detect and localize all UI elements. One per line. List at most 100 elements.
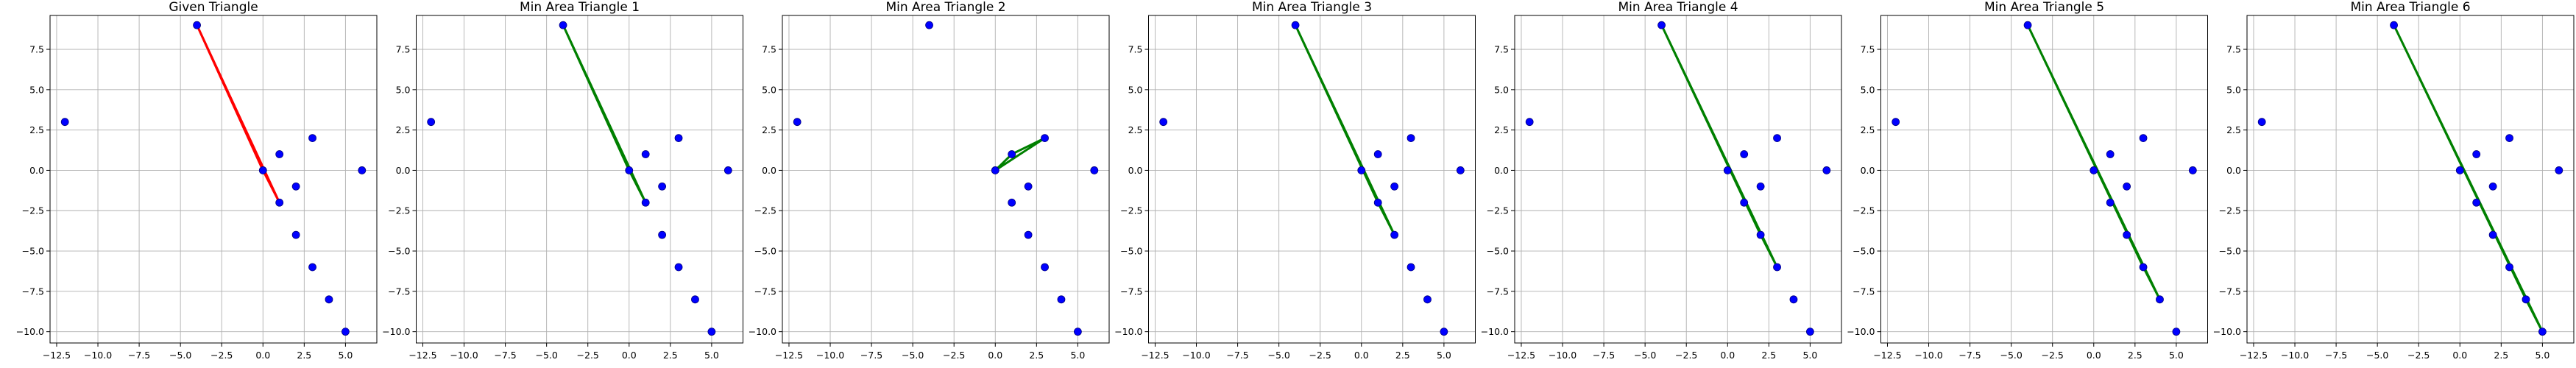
chart-title: Min Area Triangle 3	[1252, 0, 1372, 15]
x-tick-label: 0.0	[2452, 350, 2467, 361]
data-point	[325, 295, 333, 304]
chart-title: Min Area Triangle 1	[520, 0, 640, 15]
triangle-outline	[562, 24, 647, 204]
data-point	[193, 21, 201, 29]
data-point	[1057, 295, 1066, 304]
x-tick-label: −12.5	[1873, 350, 1901, 361]
x-tick-label: −2.5	[943, 350, 965, 361]
axes-frame	[2246, 15, 2575, 344]
data-point	[2488, 230, 2497, 239]
y-tick-label: −10.0	[1481, 326, 1509, 337]
y-tick-label: −2.5	[388, 205, 410, 216]
subplot-6: −12.5 −10.0 −7.5 −5.0 −2.5 0.0 2.5 5.0 −10.0 −7.5…	[1847, 0, 2208, 361]
x-tick-label: −5.0	[2000, 350, 2022, 361]
x-tick-label: −12.5	[2240, 350, 2268, 361]
subplot-2: −12.5 −10.0 −7.5 −5.0 −2.5 0.0 2.5 5.0 −10.0 −7.5…	[382, 0, 743, 361]
data-point	[1390, 230, 1399, 239]
y-tick-label: 5.0	[396, 84, 411, 95]
x-tick-label: −7.5	[1593, 350, 1615, 361]
data-point	[2455, 166, 2464, 174]
y-tick-label: 7.5	[762, 44, 776, 55]
y-tick-label: −5.0	[22, 246, 44, 257]
data-point	[1740, 150, 1749, 158]
x-tick-label: −5.0	[1634, 350, 1656, 361]
data-point	[1024, 182, 1033, 191]
data-point	[1041, 134, 1049, 143]
x-tick-label: −10.0	[2281, 350, 2309, 361]
data-point	[308, 263, 316, 272]
x-tick-label: −5.0	[2366, 350, 2388, 361]
plot-area	[1148, 15, 1476, 343]
triangle-outline	[2393, 24, 2544, 333]
y-tick-label: −2.5	[754, 205, 776, 216]
subplot-5: −12.5 −10.0 −7.5 −5.0 −2.5 0.0 2.5 5.0 −10.0 −7.5…	[1481, 0, 1842, 361]
data-point	[1357, 166, 1366, 174]
x-tick-label: 0.0	[1720, 350, 1735, 361]
y-tick-label: −7.5	[388, 286, 410, 297]
data-point	[2106, 198, 2115, 207]
subplot-3: −12.5 −10.0 −7.5 −5.0 −2.5 0.0 2.5 5.0 −10.0 −7.5…	[749, 0, 1110, 361]
subplot-4: −12.5 −10.0 −7.5 −5.0 −2.5 0.0 2.5 5.0 −10.0 −7.5…	[1114, 0, 1476, 361]
x-tick-label: −5.0	[535, 350, 557, 361]
triangle-outline	[1660, 24, 1779, 269]
x-tick-label: −10.0	[1914, 350, 1942, 361]
data-point	[1740, 198, 1749, 207]
data-point	[2106, 150, 2115, 158]
data-point	[674, 263, 683, 272]
data-point	[641, 150, 650, 158]
x-tick-label: −10.0	[816, 350, 844, 361]
data-point	[2505, 134, 2513, 143]
x-tick-label: −2.5	[577, 350, 599, 361]
x-tick-label: 0.0	[622, 350, 637, 361]
data-point	[1008, 198, 1016, 207]
y-tick-label: 0.0	[2226, 165, 2241, 176]
y-tick-label: −10.0	[2213, 326, 2241, 337]
y-tick-label: 2.5	[1128, 124, 1143, 135]
x-tick-label: 0.0	[1354, 350, 1369, 361]
y-tick-label: 5.0	[762, 84, 776, 95]
y-tick-label: 0.0	[762, 165, 776, 176]
axes-frame	[1880, 15, 2208, 344]
data-point	[1657, 21, 1666, 29]
y-tick-label: 5.0	[1128, 84, 1143, 95]
data-point	[723, 166, 732, 174]
y-tick-label: 0.0	[1128, 165, 1143, 176]
x-tick-label: 2.5	[2494, 350, 2508, 361]
x-tick-label: 2.5	[663, 350, 678, 361]
y-tick-label: −5.0	[1120, 246, 1142, 257]
y-tick-label: −7.5	[1487, 286, 1509, 297]
x-tick-label: −7.5	[2325, 350, 2347, 361]
y-tick-label: 0.0	[1494, 165, 1509, 176]
data-point	[2538, 328, 2547, 336]
x-tick-label: −2.5	[1675, 350, 1697, 361]
data-point	[291, 230, 300, 239]
axes-frame	[1514, 15, 1842, 344]
x-tick-label: 5.0	[338, 350, 353, 361]
x-tick-label: 0.0	[988, 350, 1002, 361]
x-tick-label: −12.5	[43, 350, 71, 361]
data-point	[1024, 230, 1033, 239]
x-tick-label: −7.5	[128, 350, 150, 361]
data-point	[2090, 166, 2098, 174]
data-point	[1073, 328, 1082, 336]
x-tick-label: 5.0	[1437, 350, 1451, 361]
x-tick-label: −5.0	[1267, 350, 1289, 361]
data-point	[275, 150, 284, 158]
plot-area	[2247, 15, 2574, 343]
y-tick-label: 2.5	[762, 124, 776, 135]
x-tick-label: 0.0	[2087, 350, 2101, 361]
y-tick-label: −10.0	[1114, 326, 1142, 337]
data-point	[1892, 118, 1900, 127]
x-tick-label: −12.5	[775, 350, 803, 361]
data-point	[1008, 150, 1016, 158]
y-tick-label: −5.0	[1487, 246, 1509, 257]
axes-frame	[1148, 15, 1476, 344]
data-point	[707, 328, 716, 336]
data-point	[925, 21, 933, 29]
y-tick-label: 7.5	[29, 44, 44, 55]
data-point	[60, 118, 69, 127]
y-tick-label: −5.0	[754, 246, 776, 257]
y-tick-label: 7.5	[1128, 44, 1143, 55]
y-tick-label: 7.5	[1494, 44, 1509, 55]
data-point	[341, 328, 350, 336]
